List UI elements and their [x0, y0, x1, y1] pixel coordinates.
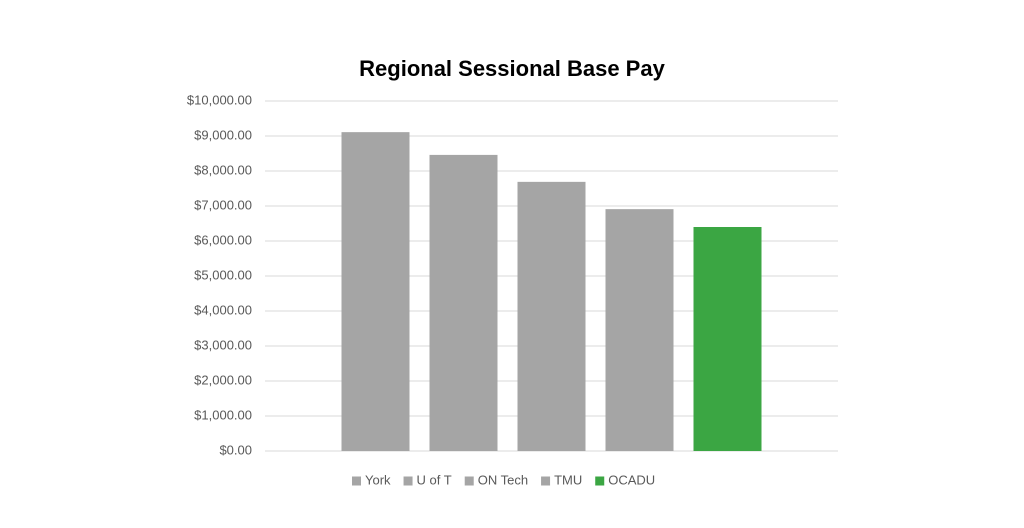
legend-label: U of T [417, 472, 452, 487]
y-tick-label: $7,000.00 [194, 197, 252, 212]
y-tick-label: $5,000.00 [194, 267, 252, 282]
legend-swatch [352, 476, 361, 486]
legend-swatch [541, 476, 551, 486]
y-tick-label: $10,000.00 [187, 92, 252, 107]
legend-label: York [365, 472, 391, 487]
legend-swatch [464, 476, 474, 486]
y-tick-label: $0.00 [219, 442, 252, 457]
y-tick-label: $8,000.00 [194, 162, 252, 177]
bar [517, 181, 586, 451]
legend-label: OCADU [608, 472, 655, 487]
y-tick-label: $9,000.00 [194, 127, 252, 142]
legend-label: ON Tech [478, 472, 528, 487]
chart-title: Regional Sessional Base Pay [359, 56, 665, 81]
legend-swatch [595, 476, 605, 486]
y-tick-label: $2,000.00 [194, 372, 252, 387]
bar [429, 154, 498, 451]
bar [605, 209, 674, 451]
legend-swatch [403, 476, 413, 486]
y-tick-label: $6,000.00 [194, 232, 252, 247]
bar [341, 132, 410, 451]
legend-label: TMU [554, 472, 582, 487]
bar [693, 227, 762, 451]
y-tick-label: $4,000.00 [194, 302, 252, 317]
y-tick-label: $3,000.00 [194, 337, 252, 352]
y-tick-label: $1,000.00 [194, 407, 252, 422]
